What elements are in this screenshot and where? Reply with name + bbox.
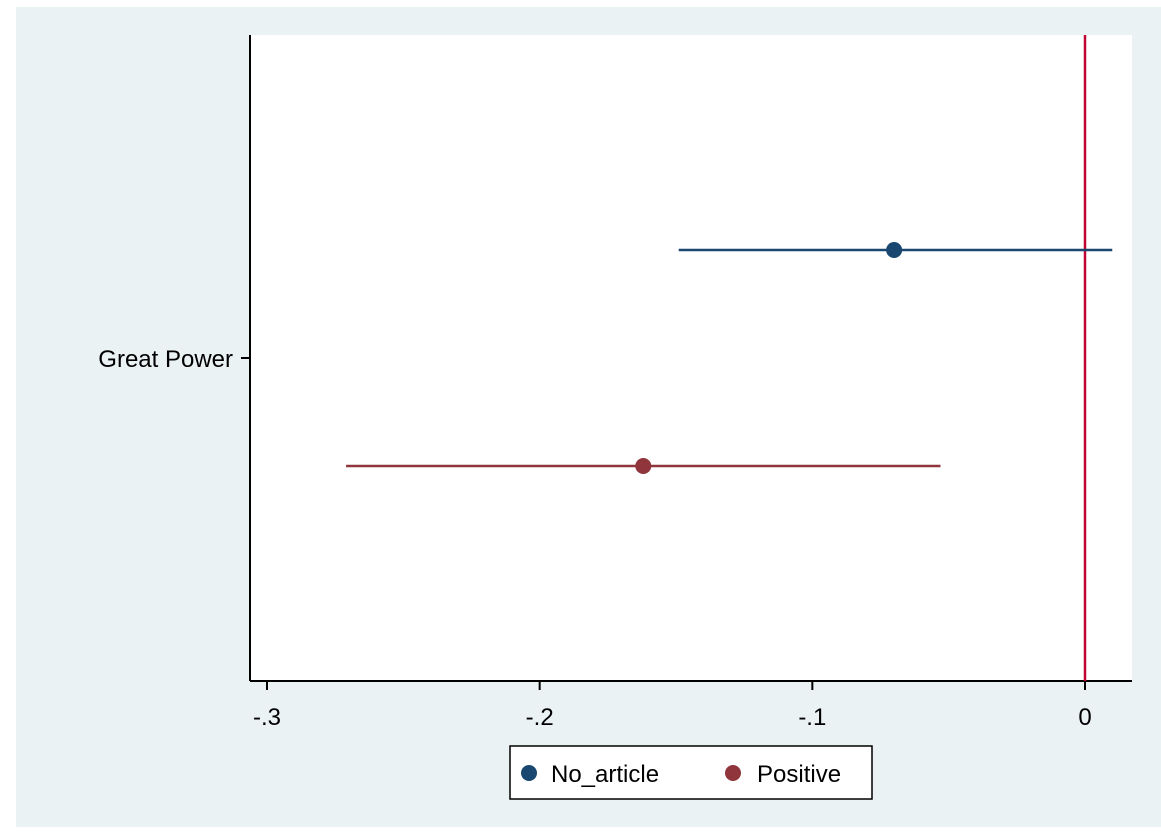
x-tick-label: 0	[1078, 704, 1091, 731]
plot-region	[250, 35, 1132, 681]
legend-marker-positive	[725, 765, 741, 781]
x-tick-label: -.2	[526, 704, 554, 731]
legend-label-positive: Positive	[757, 761, 841, 788]
legend-box	[509, 745, 873, 800]
y-category-label: Great Power	[98, 346, 233, 373]
axes	[241, 35, 1132, 690]
point-estimate-no-article	[886, 242, 903, 258]
x-tick-label: -.3	[253, 704, 281, 731]
point-estimate-positive	[635, 458, 652, 474]
x-tick-label: -.1	[798, 704, 826, 731]
labels-group: -.3 -.2 -.1 0 Great Power	[98, 346, 1091, 731]
legend: No_article Positive	[509, 745, 873, 800]
legend-marker-no-article	[521, 765, 537, 781]
series-group	[346, 242, 1113, 474]
legend-label-no-article: No_article	[551, 761, 659, 788]
